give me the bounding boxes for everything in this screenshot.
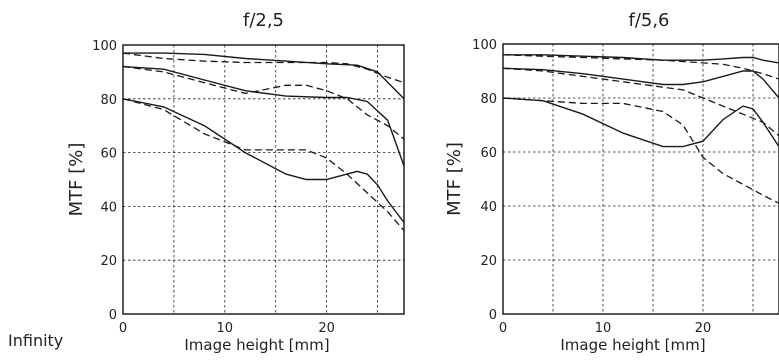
x-tick-label: 0 xyxy=(499,321,507,336)
chart-title: f/5,6 xyxy=(628,10,669,31)
x-axis-label: Image height [mm] xyxy=(560,336,705,354)
mtf-curve-solid-1 xyxy=(503,54,779,64)
y-tick-label: 80 xyxy=(100,93,117,108)
y-tick-label: 100 xyxy=(92,39,117,54)
y-tick-label: 100 xyxy=(472,38,497,53)
chart-panel-aperture-5-6: 0 20 40 60 80 100 0 10 20 f/5,6 Image height [mm] M… xyxy=(444,10,779,354)
mtf-curve-solid-5 xyxy=(122,98,405,223)
x-tick-label: 0 xyxy=(119,321,127,336)
y-tick-label: 0 xyxy=(489,308,497,323)
plot-frame xyxy=(502,43,779,315)
x-axis-label: Image height [mm] xyxy=(184,336,329,354)
x-tick-label: 10 xyxy=(595,321,612,336)
y-tick-label: 60 xyxy=(480,146,497,161)
y-tick-label: 60 xyxy=(100,147,117,162)
mtf-curve-dashed-2 xyxy=(122,52,405,84)
mtf-curve-solid-5 xyxy=(502,97,779,148)
mtf-curve-dashed-6 xyxy=(122,98,405,232)
y-tick-label: 20 xyxy=(100,254,117,269)
y-tick-label: 40 xyxy=(100,200,117,215)
x-tick-label: 20 xyxy=(318,321,335,336)
mtf-curve-dashed-2 xyxy=(502,54,779,80)
mtf-curve-dashed-6 xyxy=(502,97,779,204)
x-tick-label: 20 xyxy=(695,321,712,336)
y-tick-label: 20 xyxy=(480,254,497,269)
y-axis-label: MTF [%] xyxy=(444,142,465,216)
mtf-curve-solid-3 xyxy=(502,67,779,99)
y-axis-label: MTF [%] xyxy=(66,143,87,217)
mtf-curve-dashed-4 xyxy=(122,65,405,140)
mtf-curve-solid-3 xyxy=(122,65,405,167)
chart-panel-aperture-2-5: 0 20 40 60 80 100 0 10 20 f/2,5 Image height [mm] M… xyxy=(66,10,405,354)
y-tick-label: 80 xyxy=(480,92,497,107)
condition-label: Infinity xyxy=(8,331,63,350)
y-tick-label: 0 xyxy=(109,308,117,323)
chart-title: f/2,5 xyxy=(243,10,284,31)
x-tick-label: 10 xyxy=(217,321,234,336)
mtf-curve-dashed-4 xyxy=(502,67,779,137)
plot-frame xyxy=(122,44,405,315)
y-tick-label: 40 xyxy=(480,200,497,215)
mtf-curve-solid-1 xyxy=(123,52,405,100)
